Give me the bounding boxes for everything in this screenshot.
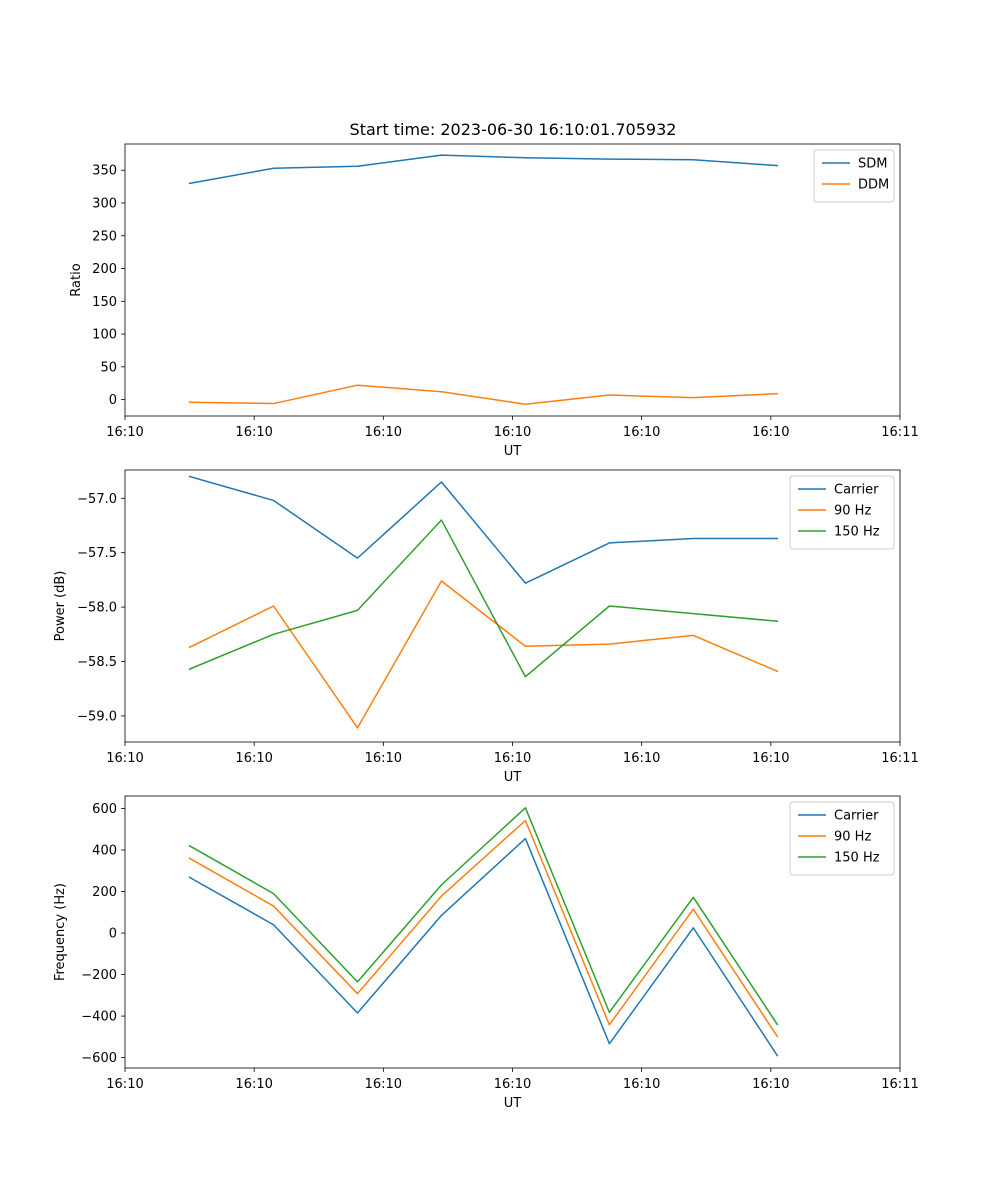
y-axis-label: Power (dB) — [53, 571, 68, 642]
series-line-ratio-0 — [188, 154, 779, 185]
y-tick-label: −400 — [81, 1010, 117, 1025]
x-axis-label: UT — [504, 770, 522, 785]
series-line-frequency-1 — [188, 819, 779, 1038]
plot-frame — [124, 143, 901, 417]
series-line-power-2 — [188, 519, 779, 678]
x-tick-label: 16:10 — [494, 751, 531, 766]
x-axis-label: UT — [504, 1096, 522, 1111]
x-tick-label: 16:10 — [752, 1077, 789, 1092]
x-tick-label: 16:11 — [881, 425, 918, 440]
series-line-power-1 — [188, 580, 779, 729]
y-tick-label: −57.0 — [77, 492, 117, 507]
y-tick-label: −600 — [81, 1051, 117, 1066]
y-tick-label: 600 — [92, 802, 117, 817]
x-tick-label: 16:10 — [752, 425, 789, 440]
chart-power: 16:10 16:10 16:10 16:10 16:10 16:10 16:11 −59.0… — [53, 469, 919, 785]
series-line-frequency-0 — [188, 837, 779, 1057]
x-tick-label: 16:11 — [881, 751, 918, 766]
y-axis-label: Ratio — [69, 263, 84, 296]
figure-title: Start time: 2023-06-30 16:10:01.705932 — [350, 120, 677, 139]
x-tick-label: 16:10 — [623, 751, 660, 766]
legend-entry: 150 Hz — [834, 851, 880, 866]
x-tick-label: 16:10 — [106, 1077, 143, 1092]
y-tick-label: 250 — [92, 229, 117, 244]
legend-entry: SDM — [858, 157, 887, 172]
y-tick-label: 0 — [109, 393, 117, 408]
x-tick-label: 16:11 — [881, 1077, 918, 1092]
y-tick-label: 350 — [92, 164, 117, 179]
series-line-power-0 — [188, 475, 779, 584]
legend-entry: 90 Hz — [834, 504, 871, 519]
x-tick-label: 16:10 — [106, 425, 143, 440]
y-axis-label: Frequency (Hz) — [53, 883, 68, 981]
legend-entry: DDM — [858, 178, 889, 193]
legend: Carrier 90 Hz 150 Hz — [789, 475, 895, 550]
x-tick-label: 16:10 — [365, 425, 402, 440]
y-tick-label: 200 — [92, 262, 117, 277]
chart-panels: 16:10 16:10 16:10 16:10 16:10 16:10 16:11 0 50 10… — [53, 143, 919, 1111]
y-tick-label: −200 — [81, 968, 117, 983]
y-tick-label: 50 — [100, 360, 117, 375]
y-tick-label: 200 — [92, 885, 117, 900]
y-tick-label: 300 — [92, 196, 117, 211]
chart-ratio: 16:10 16:10 16:10 16:10 16:10 16:10 16:11 0 50 10… — [69, 143, 919, 459]
x-tick-label: 16:10 — [623, 425, 660, 440]
x-tick-label: 16:10 — [494, 1077, 531, 1092]
x-axis-label: UT — [504, 444, 522, 459]
series-line-ratio-1 — [188, 384, 779, 405]
plot-frame — [124, 469, 901, 743]
chart-frequency: 16:10 16:10 16:10 16:10 16:10 16:10 16:11 −600 −… — [53, 795, 919, 1111]
x-tick-label: 16:10 — [106, 751, 143, 766]
x-tick-label: 16:10 — [235, 1077, 272, 1092]
y-tick-label: −59.0 — [77, 709, 117, 724]
series-line-frequency-2 — [188, 807, 779, 1026]
plot-frame — [124, 795, 901, 1069]
y-tick-label: 100 — [92, 328, 117, 343]
x-tick-label: 16:10 — [235, 425, 272, 440]
x-tick-label: 16:10 — [623, 1077, 660, 1092]
y-tick-label: 400 — [92, 843, 117, 858]
y-tick-label: 150 — [92, 295, 117, 310]
legend: SDM DDM — [813, 149, 895, 203]
x-tick-label: 16:10 — [365, 1077, 402, 1092]
legend-entry: Carrier — [834, 483, 879, 498]
y-tick-label: 0 — [109, 927, 117, 942]
y-tick-label: −57.5 — [77, 546, 117, 561]
x-tick-label: 16:10 — [365, 751, 402, 766]
legend-entry: 150 Hz — [834, 525, 880, 540]
y-tick-label: −58.5 — [77, 655, 117, 670]
y-tick-label: −58.0 — [77, 601, 117, 616]
legend-entry: Carrier — [834, 809, 879, 824]
legend: Carrier 90 Hz 150 Hz — [789, 801, 895, 876]
x-tick-label: 16:10 — [235, 751, 272, 766]
legend-entry: 90 Hz — [834, 830, 871, 845]
x-tick-label: 16:10 — [752, 751, 789, 766]
x-tick-label: 16:10 — [494, 425, 531, 440]
